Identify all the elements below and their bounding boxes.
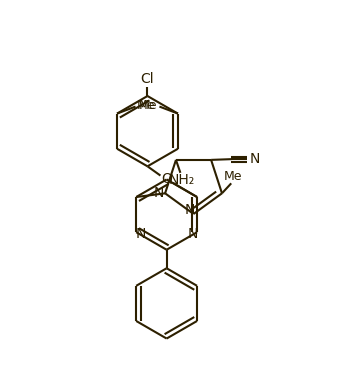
Text: Me: Me <box>139 99 158 112</box>
Text: Me: Me <box>224 170 242 183</box>
Text: N: N <box>135 227 146 241</box>
Text: Me: Me <box>137 99 156 112</box>
Text: NH₂: NH₂ <box>168 173 195 187</box>
Text: O: O <box>161 172 172 186</box>
Text: Cl: Cl <box>141 73 154 86</box>
Text: N: N <box>184 203 195 217</box>
Text: N: N <box>187 227 198 241</box>
Text: N: N <box>250 152 260 166</box>
Text: N: N <box>153 186 164 200</box>
